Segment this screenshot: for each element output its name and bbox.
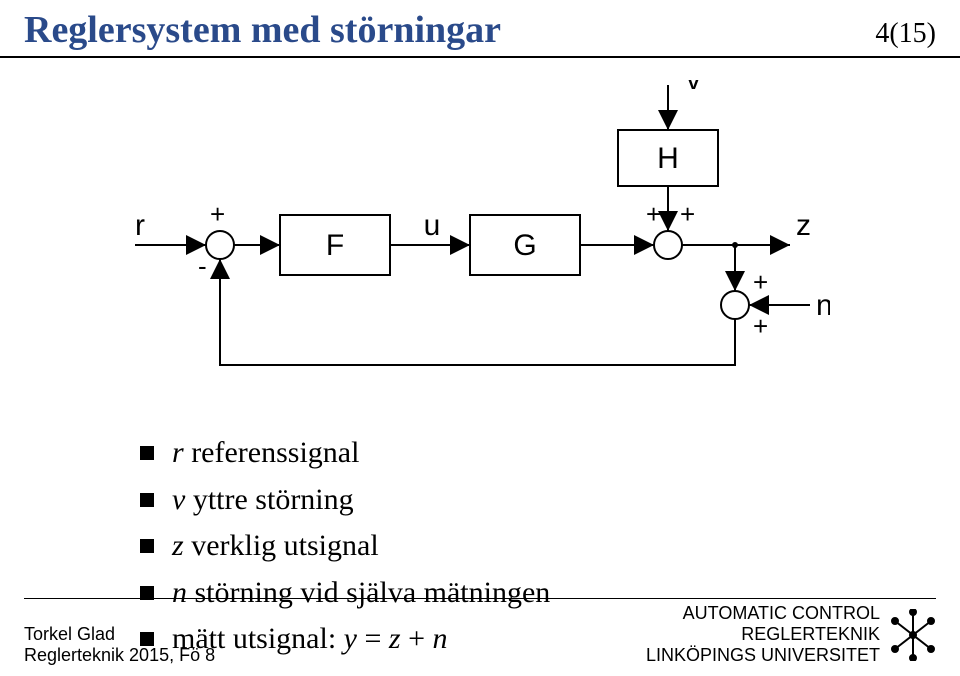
header-rule (0, 56, 960, 58)
footer-right: AUTOMATIC CONTROL REGLERTEKNIK LINKÖPING… (646, 603, 936, 666)
svg-text:r: r (135, 209, 145, 242)
bullet-item: z verklig utsignal (140, 523, 550, 570)
svg-text:+: + (753, 267, 768, 297)
page-number: 4(15) (875, 18, 936, 50)
bullet-text: z verklig utsignal (172, 523, 379, 570)
svg-text:+: + (680, 199, 695, 229)
bullet-item: r referenssignal (140, 430, 550, 477)
svg-text:z: z (796, 209, 811, 242)
university-logo (890, 609, 936, 661)
svg-text:G: G (513, 229, 536, 262)
footer-left: Torkel Glad Reglerteknik 2015, Fö 8 (24, 624, 215, 666)
svg-text:u: u (424, 209, 441, 242)
bullet-square-icon (140, 446, 154, 460)
footer-line3: LINKÖPINGS UNIVERSITET (646, 645, 880, 666)
svg-text:+: + (753, 311, 768, 341)
svg-text:v: v (686, 80, 701, 96)
svg-text:+: + (210, 199, 225, 229)
block-diagram: r+-FuGvH++z++n (130, 80, 830, 380)
svg-text:F: F (326, 229, 344, 262)
course: Reglerteknik 2015, Fö 8 (24, 645, 215, 666)
bullet-item: v yttre störning (140, 477, 550, 524)
bullet-text: r referenssignal (172, 430, 359, 477)
footer-line2: REGLERTEKNIK (646, 624, 880, 645)
svg-text:+: + (646, 199, 661, 229)
header: Reglersystem med störningar 4(15) (24, 8, 936, 52)
author: Torkel Glad (24, 624, 215, 645)
footer: Torkel Glad Reglerteknik 2015, Fö 8 AUTO… (24, 598, 936, 666)
page-title: Reglersystem med störningar (24, 8, 501, 52)
svg-text:H: H (657, 142, 679, 175)
svg-text:n: n (816, 289, 830, 322)
footer-line1: AUTOMATIC CONTROL (646, 603, 880, 624)
bullet-square-icon (140, 493, 154, 507)
bullet-square-icon (140, 539, 154, 553)
svg-text:-: - (198, 251, 207, 281)
bullet-text: v yttre störning (172, 477, 354, 524)
